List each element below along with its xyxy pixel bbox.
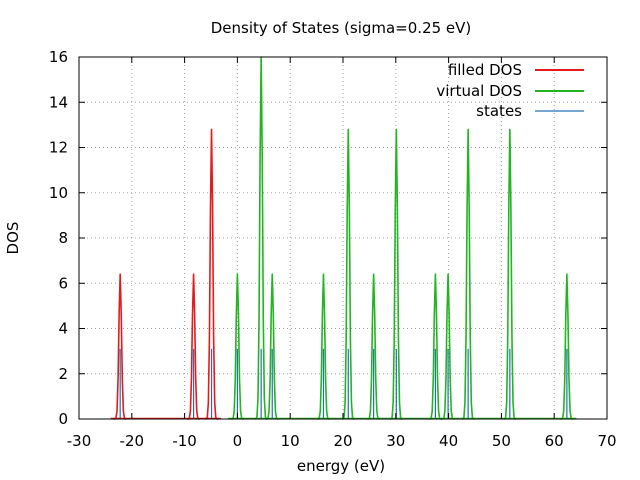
- dos-peak: [205, 128, 218, 420]
- states-impulses: [119, 348, 568, 419]
- y-tick-label: 12: [49, 139, 68, 157]
- y-tick-label: 14: [49, 93, 68, 111]
- dos-peak: [461, 128, 475, 420]
- x-axis-label: energy (eV): [297, 457, 385, 475]
- y-tick-label: 6: [58, 274, 68, 292]
- dos-peak: [341, 128, 355, 420]
- dos-peak: [503, 128, 517, 420]
- y-tick-label: 16: [49, 48, 68, 66]
- legend-label: filled DOS: [448, 61, 522, 79]
- legend-label: virtual DOS: [436, 82, 522, 100]
- y-axis-label: DOS: [4, 222, 22, 255]
- x-tick-label: 10: [281, 432, 300, 450]
- dos-peak: [389, 128, 403, 420]
- axis-ticks: -30 -20 -10 0 10 20 30 40 50 60 70 0 2 4 6 8 10 12 14 16: [49, 48, 617, 450]
- legend-label: states: [476, 102, 522, 120]
- x-tick-label: -10: [172, 432, 197, 450]
- x-tick-label: 60: [545, 432, 564, 450]
- x-tick-label: 70: [597, 432, 616, 450]
- x-tick-label: -20: [120, 432, 145, 450]
- x-tick-label: 40: [439, 432, 458, 450]
- y-tick-label: 4: [58, 320, 68, 338]
- legend: filled DOS virtual DOS states: [436, 61, 584, 120]
- y-tick-label: 8: [58, 229, 68, 247]
- x-tick-label: 20: [333, 432, 352, 450]
- x-tick-label: 50: [492, 432, 511, 450]
- x-tick-label: 30: [386, 432, 405, 450]
- y-tick-label: 10: [49, 184, 68, 202]
- x-tick-label: 0: [233, 432, 243, 450]
- series-filled-dos: [113, 128, 218, 420]
- grid-lines: [79, 57, 607, 419]
- x-tick-label: -30: [67, 432, 92, 450]
- chart-title: Density of States (sigma=0.25 eV): [211, 19, 472, 37]
- y-tick-label: 2: [58, 365, 68, 383]
- y-tick-label: 0: [58, 410, 68, 428]
